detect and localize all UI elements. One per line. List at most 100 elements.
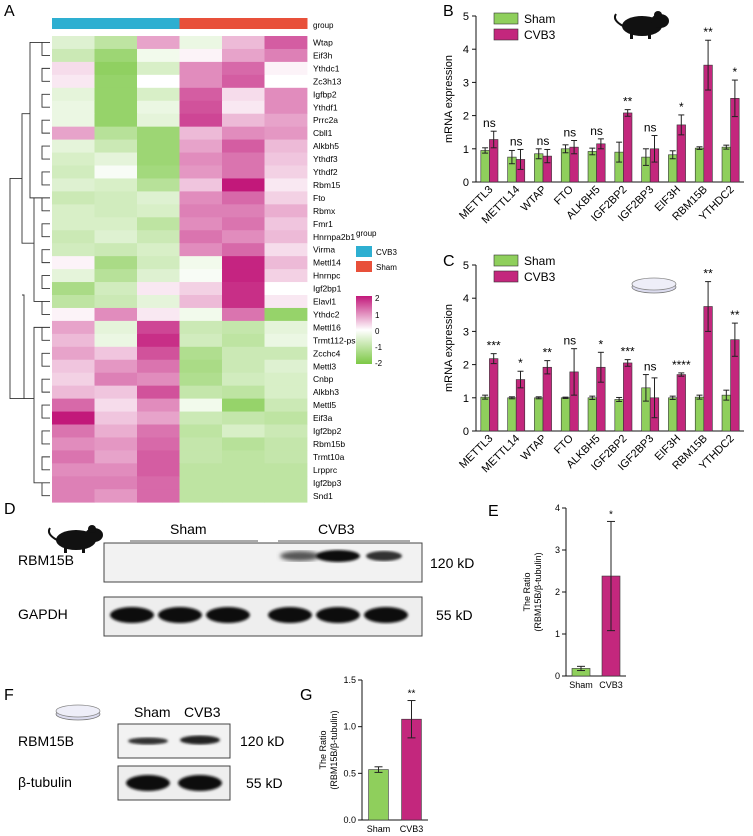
heatmap-cell bbox=[52, 113, 95, 128]
heatmap-cell bbox=[179, 346, 223, 361]
heatmap-cell bbox=[137, 463, 180, 477]
heatmap-cell bbox=[137, 398, 180, 412]
heatmap-cell bbox=[264, 269, 308, 283]
heatmap-row-label: Igfbp2 bbox=[313, 89, 337, 99]
blot-band bbox=[128, 737, 168, 745]
blot-band bbox=[110, 607, 154, 623]
significance-label: **** bbox=[672, 358, 691, 372]
heatmap-cell bbox=[222, 463, 265, 477]
heatmap-row-label: Zcchc4 bbox=[313, 348, 341, 358]
significance-label: ns bbox=[510, 134, 523, 148]
heatmap-cell bbox=[137, 48, 180, 63]
blot-d-size-120: 120 kD bbox=[430, 555, 474, 571]
heatmap-cell bbox=[264, 126, 308, 140]
heatmap-row-label: Ythdc2 bbox=[313, 309, 340, 319]
legend-swatch bbox=[493, 270, 519, 283]
heatmap-cell bbox=[179, 48, 223, 63]
heatmap-cell bbox=[52, 489, 95, 503]
heatmap-cell bbox=[94, 398, 138, 412]
heatmap-cell bbox=[94, 126, 138, 140]
y-tick-label: 5 bbox=[463, 260, 469, 272]
heatmap-cell bbox=[264, 165, 308, 179]
heatmap-cell bbox=[222, 152, 265, 166]
y-tick-label: 2 bbox=[463, 360, 469, 372]
chart-g: 0.0 0.5 1.0 1.5 The Ratio (RBM15B/β-tubulin) S… bbox=[318, 675, 428, 834]
heatmap-cell bbox=[222, 333, 265, 348]
heatmap-cell bbox=[264, 424, 308, 438]
significance-label: ** bbox=[703, 25, 713, 39]
bar bbox=[560, 397, 571, 432]
group-bar-cell bbox=[94, 18, 138, 29]
y-axis-label: mRNA expression bbox=[443, 304, 455, 392]
heatmap-row-label: Cnbp bbox=[313, 374, 334, 384]
heatmap-row-label: Igf2bp3 bbox=[313, 478, 342, 488]
heatmap-cell bbox=[94, 307, 138, 322]
heatmap-row-label: Alkbh3 bbox=[313, 387, 339, 397]
blot-band bbox=[268, 607, 312, 623]
heatmap-cell bbox=[94, 256, 138, 270]
heatmap-cell bbox=[52, 256, 95, 270]
heatmap-cell bbox=[222, 424, 265, 438]
heatmap-cell bbox=[264, 489, 308, 503]
heatmap-cell bbox=[52, 87, 95, 102]
blot-band bbox=[316, 607, 360, 623]
heatmap-cell bbox=[264, 450, 308, 464]
heatmap-row-label: Mettl14 bbox=[313, 258, 341, 268]
heatmap-cell bbox=[179, 359, 223, 374]
heatmap-cell bbox=[52, 333, 95, 348]
heatmap-cell bbox=[179, 282, 223, 296]
heatmap-cell bbox=[94, 191, 138, 205]
heatmap-cell bbox=[94, 424, 138, 438]
y-tick-label: 1 bbox=[555, 629, 560, 639]
heatmap-cell bbox=[137, 243, 180, 257]
heatmap-cell bbox=[264, 87, 308, 102]
heatmap-cell bbox=[179, 385, 223, 399]
heatmap-row-label: Lrpprc bbox=[313, 465, 338, 475]
significance-label: ** bbox=[408, 689, 416, 700]
heatmap-cell bbox=[179, 178, 223, 192]
heatmap-cell bbox=[264, 152, 308, 166]
heatmap-cell bbox=[52, 295, 95, 309]
y-tick-label: 5 bbox=[463, 11, 469, 23]
significance-label: * bbox=[599, 337, 604, 351]
heatmap-row-label: Prrc2a bbox=[313, 115, 338, 125]
heatmap-row-label: Trmt112-ps1 bbox=[313, 335, 361, 345]
heatmap-cell bbox=[179, 100, 223, 115]
significance-label: *** bbox=[621, 345, 635, 359]
heatmap-row-label: Igf2bp2 bbox=[313, 426, 342, 436]
heatmap-cell bbox=[52, 307, 95, 322]
bar bbox=[507, 397, 517, 432]
heatmap-cell bbox=[179, 333, 223, 348]
group-bar-label: group bbox=[313, 21, 334, 30]
legend-item-sham: Sham bbox=[376, 263, 397, 272]
y-tick-label: 0.0 bbox=[343, 815, 356, 825]
bar bbox=[542, 366, 552, 432]
heatmap-cell bbox=[94, 385, 138, 399]
heatmap-cell bbox=[222, 100, 265, 115]
legend-scale-tick: -1 bbox=[375, 343, 383, 352]
heatmap-row-label: Eif3a bbox=[313, 413, 333, 423]
significance-label: * bbox=[609, 509, 613, 520]
heatmap-cell bbox=[137, 61, 180, 76]
heatmap-cell bbox=[179, 113, 223, 128]
heatmap-cell bbox=[179, 87, 223, 102]
heatmap-cell bbox=[222, 139, 265, 153]
culture-dish-icon bbox=[55, 704, 101, 721]
blot-band bbox=[316, 550, 360, 562]
y-tick-label: 3 bbox=[555, 545, 560, 555]
heatmap-cell bbox=[52, 230, 95, 244]
heatmap-cell bbox=[94, 230, 138, 244]
panel-letter-a: A bbox=[4, 3, 15, 20]
heatmap-cell bbox=[137, 437, 180, 451]
heatmap-cell bbox=[52, 269, 95, 283]
heatmap-cell bbox=[179, 74, 223, 89]
heatmap-cell bbox=[179, 256, 223, 270]
heatmap-cell bbox=[179, 191, 223, 205]
heatmap-cell bbox=[222, 36, 265, 50]
blot-d-band-label-gapdh: GAPDH bbox=[18, 606, 68, 622]
heatmap-cell bbox=[94, 320, 138, 335]
heatmap-cell bbox=[137, 178, 180, 192]
heatmap-cell bbox=[137, 139, 180, 153]
heatmap-cell bbox=[222, 165, 265, 179]
